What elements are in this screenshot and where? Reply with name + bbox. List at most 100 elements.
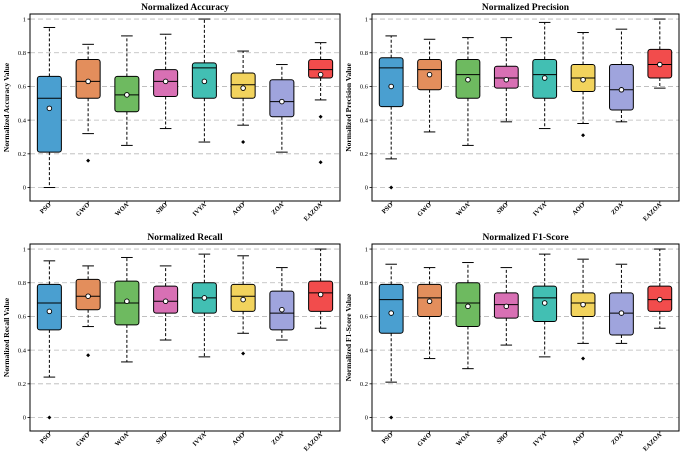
mean-marker bbox=[240, 85, 246, 91]
mean-marker bbox=[426, 71, 433, 78]
y-tick-label: 1 bbox=[23, 246, 26, 253]
box-woa bbox=[114, 256, 140, 363]
box-woa bbox=[455, 37, 481, 146]
plot-frame bbox=[29, 13, 341, 202]
mean-marker bbox=[317, 291, 324, 298]
x-tick-label: PSO bbox=[381, 201, 395, 215]
x-tick-label: ZOA bbox=[270, 431, 285, 446]
y-tick-label: 0.8 bbox=[18, 50, 26, 57]
x-tick-label: EAZOA bbox=[303, 201, 325, 223]
chart-title: Normalized F1-Score bbox=[482, 233, 568, 243]
y-tick-label: 0.2 bbox=[18, 151, 26, 158]
mean-marker bbox=[201, 295, 208, 301]
x-tick-label: GWO bbox=[416, 431, 433, 448]
mean-marker bbox=[124, 298, 130, 305]
box-sbo bbox=[493, 37, 519, 123]
mean-marker bbox=[580, 301, 586, 308]
mean-marker bbox=[388, 310, 394, 316]
chart-panel-2: Normalized Precision Normalized Precision… bbox=[344, 3, 680, 223]
box-pso bbox=[378, 263, 404, 420]
chart-panel-1: Normalized Accuracy Normalized Accuracy V… bbox=[2, 3, 341, 223]
mean-marker bbox=[465, 76, 471, 83]
x-tick-label: ZOA bbox=[610, 201, 625, 216]
y-tick-label: 0 bbox=[365, 415, 368, 422]
box-iqr bbox=[378, 283, 404, 334]
mean-marker bbox=[618, 87, 625, 93]
box-gwo bbox=[417, 38, 442, 133]
y-tick-label: 1 bbox=[23, 16, 26, 23]
mean-marker bbox=[279, 306, 285, 313]
box-aoo bbox=[230, 50, 256, 145]
x-tick-label: IVYA bbox=[532, 201, 548, 217]
y-tick-label: 0 bbox=[365, 185, 368, 192]
mean-marker bbox=[162, 78, 169, 85]
box-zoa bbox=[609, 28, 634, 123]
outlier-marker bbox=[241, 351, 246, 356]
y-tick-label: 0.6 bbox=[18, 314, 27, 321]
outlier-marker bbox=[318, 160, 323, 165]
x-tick-label: WOA bbox=[114, 201, 131, 218]
box-ivya bbox=[532, 253, 558, 358]
box-aoo bbox=[570, 258, 596, 361]
x-tick-label: PSO bbox=[39, 201, 53, 215]
x-tick-label: ZOA bbox=[270, 201, 285, 216]
box-eazoa bbox=[308, 248, 334, 329]
y-tick-label: 0.8 bbox=[360, 50, 368, 57]
plot-frame bbox=[29, 243, 341, 432]
box-iqr bbox=[36, 75, 62, 153]
x-tick-label: AOO bbox=[231, 431, 246, 446]
x-tick-label: AOO bbox=[571, 431, 586, 446]
x-tick-label: PSO bbox=[381, 431, 395, 445]
y-tick-label: 1 bbox=[365, 246, 368, 253]
box-sbo bbox=[493, 267, 519, 346]
chart-title: Normalized Accuracy bbox=[141, 3, 229, 13]
y-tick-label: 0.2 bbox=[18, 381, 26, 388]
mean-marker bbox=[618, 310, 625, 316]
y-tick-label: 0.6 bbox=[360, 84, 369, 91]
outlier-marker bbox=[581, 356, 586, 361]
x-tick-label: EAZOA bbox=[642, 201, 664, 223]
outlier-marker bbox=[47, 415, 52, 420]
box-iqr bbox=[378, 57, 404, 108]
mean-marker bbox=[279, 98, 285, 105]
outlier-marker bbox=[86, 353, 91, 358]
box-eazoa bbox=[647, 248, 673, 329]
box-sbo bbox=[153, 265, 179, 341]
outlier-marker bbox=[318, 114, 323, 119]
box-aoo bbox=[230, 255, 256, 356]
box-pso bbox=[36, 26, 62, 189]
mean-marker bbox=[46, 308, 53, 315]
x-tick-label: EAZOA bbox=[303, 431, 325, 453]
x-tick-label: IVYA bbox=[192, 201, 208, 217]
box-iqr bbox=[269, 79, 295, 118]
box-pso bbox=[36, 260, 62, 420]
box-aoo bbox=[570, 32, 596, 138]
box-zoa bbox=[609, 263, 634, 344]
mean-marker bbox=[465, 303, 471, 310]
y-tick-label: 0.4 bbox=[360, 347, 369, 354]
x-tick-label: WOA bbox=[455, 201, 472, 218]
y-axis-label: Normalized F1-Score Value bbox=[344, 293, 353, 381]
y-axis-label: Normalized Accuracy Value bbox=[2, 62, 11, 152]
outlier-marker bbox=[86, 158, 91, 163]
y-tick-label: 0.6 bbox=[360, 314, 369, 321]
x-tick-label: GWO bbox=[75, 201, 92, 218]
mean-marker bbox=[124, 92, 130, 98]
box-iqr bbox=[36, 283, 62, 331]
box-gwo bbox=[417, 267, 442, 360]
x-tick-label: SBO bbox=[155, 201, 169, 215]
y-tick-label: 0.2 bbox=[360, 381, 368, 388]
x-tick-label: GWO bbox=[416, 201, 433, 218]
box-gwo bbox=[75, 265, 101, 358]
box-zoa bbox=[269, 64, 295, 153]
outlier-marker bbox=[241, 140, 246, 145]
chart-title: Normalized Recall bbox=[147, 233, 223, 243]
x-tick-label: SBO bbox=[496, 201, 510, 215]
mean-marker bbox=[201, 78, 208, 85]
box-iqr bbox=[308, 58, 334, 79]
box-zoa bbox=[269, 267, 295, 341]
y-tick-label: 1 bbox=[365, 16, 368, 23]
box-woa bbox=[455, 262, 481, 370]
mean-marker bbox=[426, 298, 433, 305]
